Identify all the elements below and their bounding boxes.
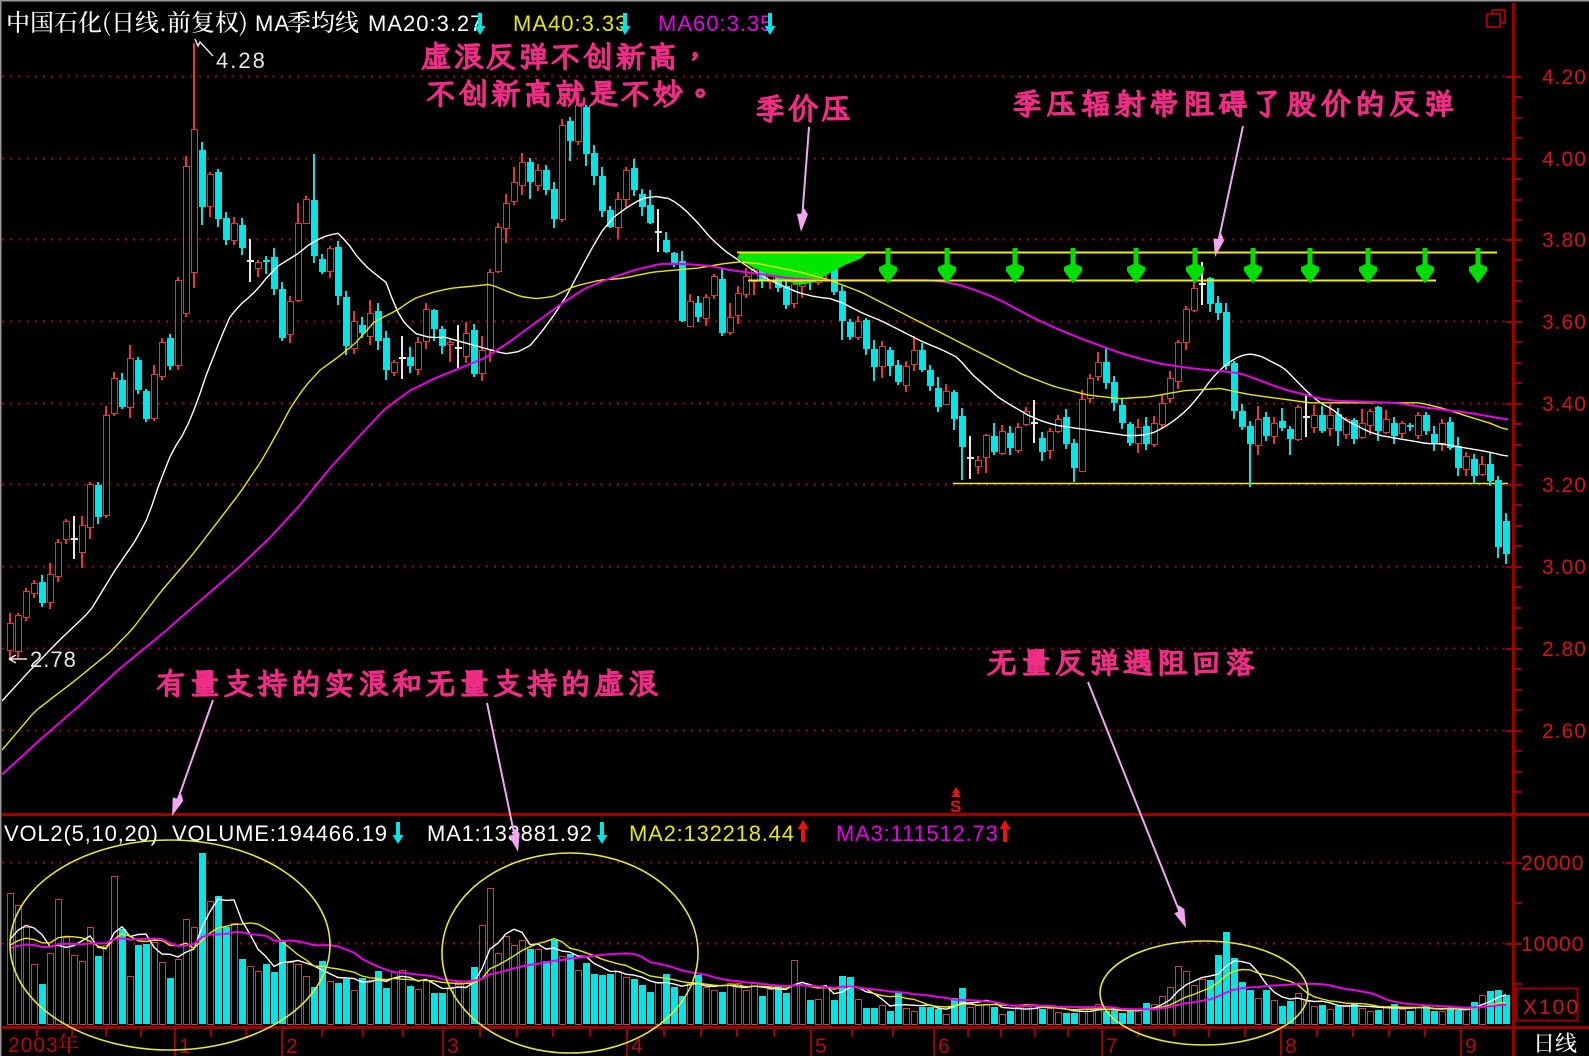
svg-text:4.00: 4.00	[1542, 148, 1587, 171]
svg-text:20000: 20000	[1521, 852, 1584, 875]
svg-text:6: 6	[938, 1035, 950, 1056]
svg-text:MA: MA	[255, 11, 290, 36]
svg-text:8: 8	[1285, 1035, 1297, 1056]
svg-text:MA60:3.35: MA60:3.35	[658, 11, 773, 36]
svg-text:2.78: 2.78	[30, 647, 77, 672]
svg-text:2.60: 2.60	[1542, 720, 1587, 743]
svg-text:2: 2	[286, 1035, 298, 1056]
svg-text:3.80: 3.80	[1542, 229, 1587, 252]
svg-text:1: 1	[179, 1035, 191, 1056]
svg-text:MA2:132218.44: MA2:132218.44	[629, 821, 795, 846]
svg-text:3.60: 3.60	[1542, 311, 1587, 334]
svg-text:MA20:3.27: MA20:3.27	[368, 11, 483, 36]
svg-text:5: 5	[815, 1035, 827, 1056]
svg-text:2003: 2003	[8, 1034, 59, 1056]
svg-text:3.40: 3.40	[1542, 393, 1587, 416]
svg-text:3: 3	[447, 1035, 459, 1056]
svg-text:VOLUME:194466.19: VOLUME:194466.19	[172, 821, 388, 846]
svg-text:4.28: 4.28	[216, 48, 267, 73]
svg-text:4.20: 4.20	[1542, 66, 1587, 89]
svg-text:9: 9	[1465, 1035, 1477, 1056]
svg-text:S: S	[950, 797, 961, 816]
svg-text:3.00: 3.00	[1542, 556, 1587, 579]
svg-text:MA1:133881.92: MA1:133881.92	[427, 821, 593, 846]
svg-text:X100: X100	[1523, 996, 1580, 1019]
svg-text:7: 7	[1106, 1035, 1118, 1056]
svg-text:MA3:111512.73: MA3:111512.73	[836, 821, 998, 846]
svg-text:2.80: 2.80	[1542, 638, 1587, 661]
svg-text:MA40:3.33: MA40:3.33	[513, 11, 628, 36]
svg-text:10000: 10000	[1521, 933, 1584, 956]
svg-text:3.20: 3.20	[1542, 474, 1587, 497]
svg-text:VOL2(5,10,20): VOL2(5,10,20)	[4, 821, 159, 846]
